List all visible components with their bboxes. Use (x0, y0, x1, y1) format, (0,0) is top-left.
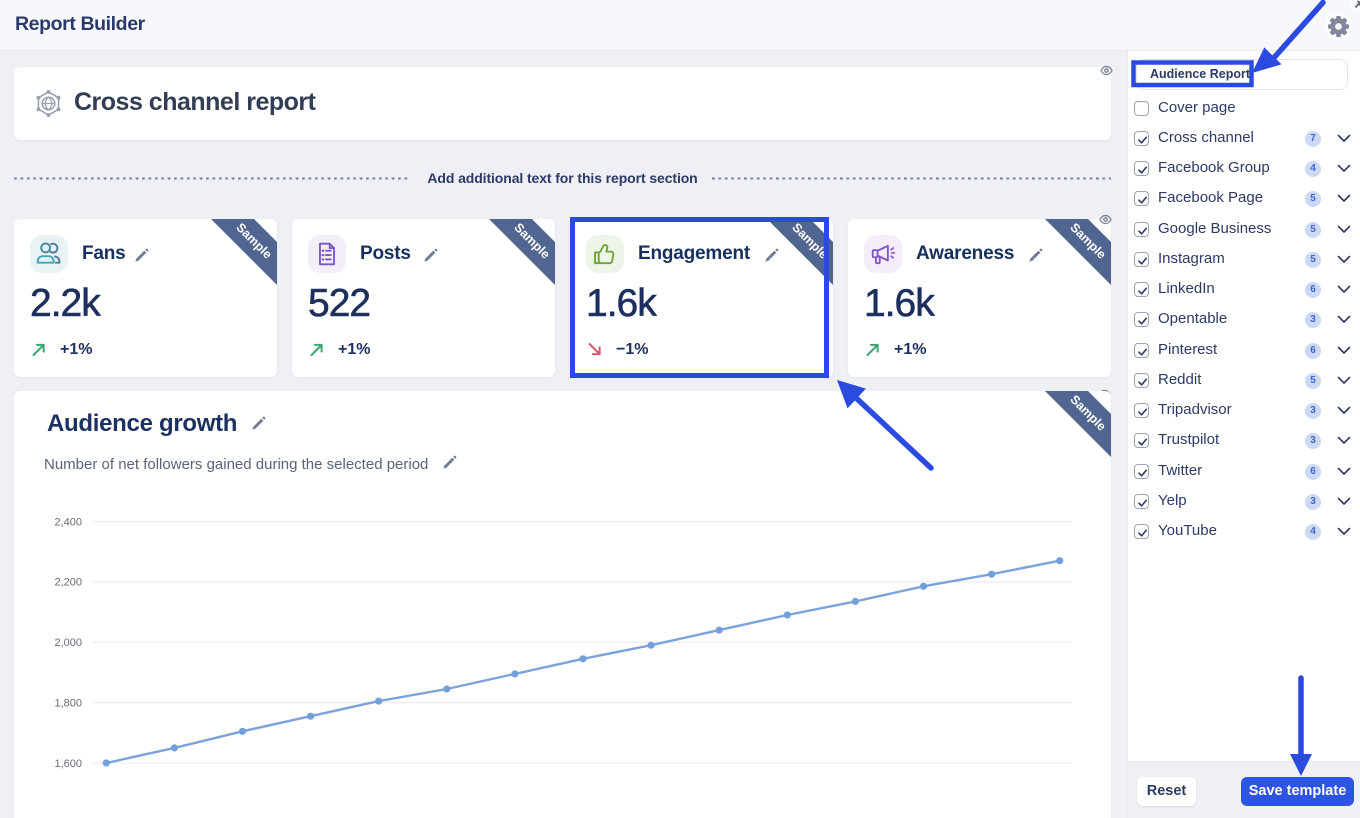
svg-text:1,800: 1,800 (54, 697, 82, 709)
svg-text:2,000: 2,000 (54, 637, 82, 649)
svg-text:1,600: 1,600 (54, 758, 82, 770)
svg-text:2,200: 2,200 (54, 577, 82, 589)
svg-text:2,400: 2,400 (54, 516, 82, 528)
